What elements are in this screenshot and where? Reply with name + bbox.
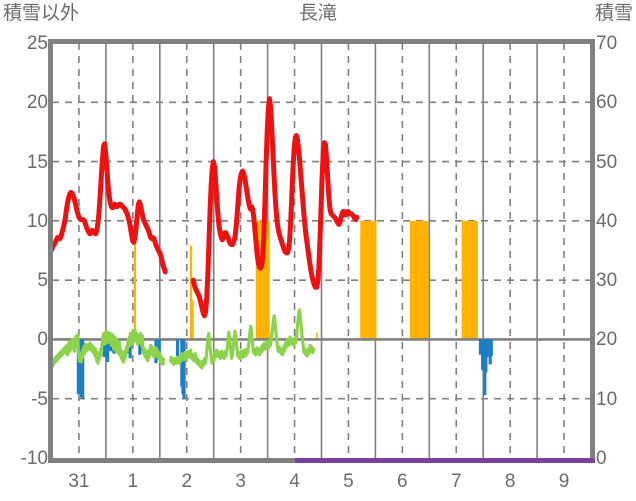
left-axis-tick: 15	[26, 151, 48, 173]
x-axis-tick: 4	[289, 471, 300, 492]
plot-svg	[52, 43, 591, 458]
right-axis-tick: 70	[596, 33, 618, 54]
chart-title: 長滝	[298, 3, 337, 24]
plot-frame-left	[48, 39, 53, 463]
left-axis-tick: -10	[20, 448, 48, 469]
right-axis-title: 積雪	[594, 3, 633, 24]
blue-bar	[489, 339, 493, 357]
right-axis-tick: 40	[596, 210, 618, 232]
orange-bar	[316, 332, 318, 340]
left-axis-tick: 10	[26, 210, 48, 232]
right-axis-tick: 60	[596, 92, 618, 114]
other-line	[168, 308, 316, 370]
left-axis-title: 積雪以外	[3, 3, 80, 24]
other-line	[52, 328, 166, 368]
blue-bar	[106, 339, 111, 349]
blue-bar	[478, 339, 483, 355]
temperature-line	[52, 141, 168, 275]
blue-bar	[102, 339, 106, 358]
right-axis-tick: 0	[596, 448, 607, 469]
orange-bar	[360, 236, 364, 340]
x-axis-tick: 1	[127, 471, 139, 492]
right-axis-tick: 10	[596, 388, 618, 410]
orange-bar	[264, 290, 266, 340]
left-axis-tick: -5	[31, 388, 48, 410]
orange-bar	[426, 236, 429, 340]
blue-bar	[175, 339, 180, 357]
snow-depth-zero-series	[295, 458, 595, 463]
x-axis-tick: 2	[181, 471, 193, 492]
blue-bar	[138, 339, 142, 355]
left-axis-tick: 5	[37, 270, 48, 292]
plot-area	[52, 43, 591, 458]
orange-bar	[133, 222, 137, 340]
orange-bar	[409, 220, 429, 340]
blue-bar	[128, 339, 132, 359]
plot-frame-top	[48, 39, 595, 44]
x-axis-tick: 5	[343, 471, 354, 492]
orange-bar	[360, 220, 377, 340]
x-axis-tick: 9	[558, 471, 570, 492]
blue-bar	[105, 339, 110, 362]
right-axis-tick: 20	[596, 329, 618, 351]
left-axis-tick: 25	[26, 33, 48, 54]
orange-bar	[192, 300, 194, 340]
orange-bar	[461, 220, 478, 340]
x-axis-tick: 6	[397, 471, 408, 492]
left-axis-tick: 20	[26, 92, 48, 114]
blue-bar	[157, 339, 161, 353]
left-axis-tick: 0	[37, 329, 48, 351]
blue-bar	[81, 339, 85, 399]
blue-bar	[486, 339, 490, 354]
x-axis-tick: 31	[68, 471, 90, 492]
x-axis-tick: 8	[504, 471, 516, 492]
right-axis-tick: 50	[596, 151, 618, 173]
x-axis-tick: 3	[235, 471, 246, 492]
orange-bar	[189, 245, 193, 340]
x-axis-tick: 7	[450, 471, 462, 492]
right-axis-tick: 30	[596, 270, 618, 292]
temperature-line	[190, 96, 360, 319]
blue-bar	[182, 339, 186, 399]
plot-frame-right	[590, 39, 595, 463]
